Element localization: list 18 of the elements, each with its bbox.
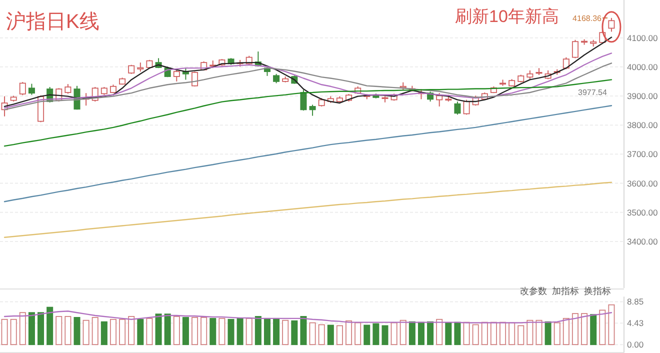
annotation: 换指标 bbox=[584, 286, 611, 296]
y-tick-label: 8.85 bbox=[627, 296, 644, 307]
y-tick-label: 4100.00 bbox=[627, 32, 658, 43]
annotation: 3977.54 bbox=[578, 88, 608, 97]
y-tick-label: 3500.00 bbox=[627, 207, 658, 218]
y-tick-label: 4000.00 bbox=[627, 62, 658, 72]
annotation: 改参数 bbox=[520, 286, 547, 296]
annotation: 加指标 bbox=[552, 286, 579, 296]
y-tick-label: 0.00 bbox=[627, 340, 644, 350]
y-tick-label: 3600.00 bbox=[627, 178, 658, 188]
annotation: 4168.36 bbox=[572, 14, 602, 23]
y-tick-label: 3800.00 bbox=[627, 120, 658, 130]
y-tick-label: 4.43 bbox=[627, 318, 644, 328]
y-tick-label: 3700.00 bbox=[627, 149, 658, 160]
y-tick-label: 3900.00 bbox=[627, 91, 658, 101]
annotation: 刷新10年新高 bbox=[455, 7, 559, 26]
y-tick-label: 3400.00 bbox=[627, 236, 658, 246]
text: 沪指日K线 bbox=[6, 10, 100, 33]
